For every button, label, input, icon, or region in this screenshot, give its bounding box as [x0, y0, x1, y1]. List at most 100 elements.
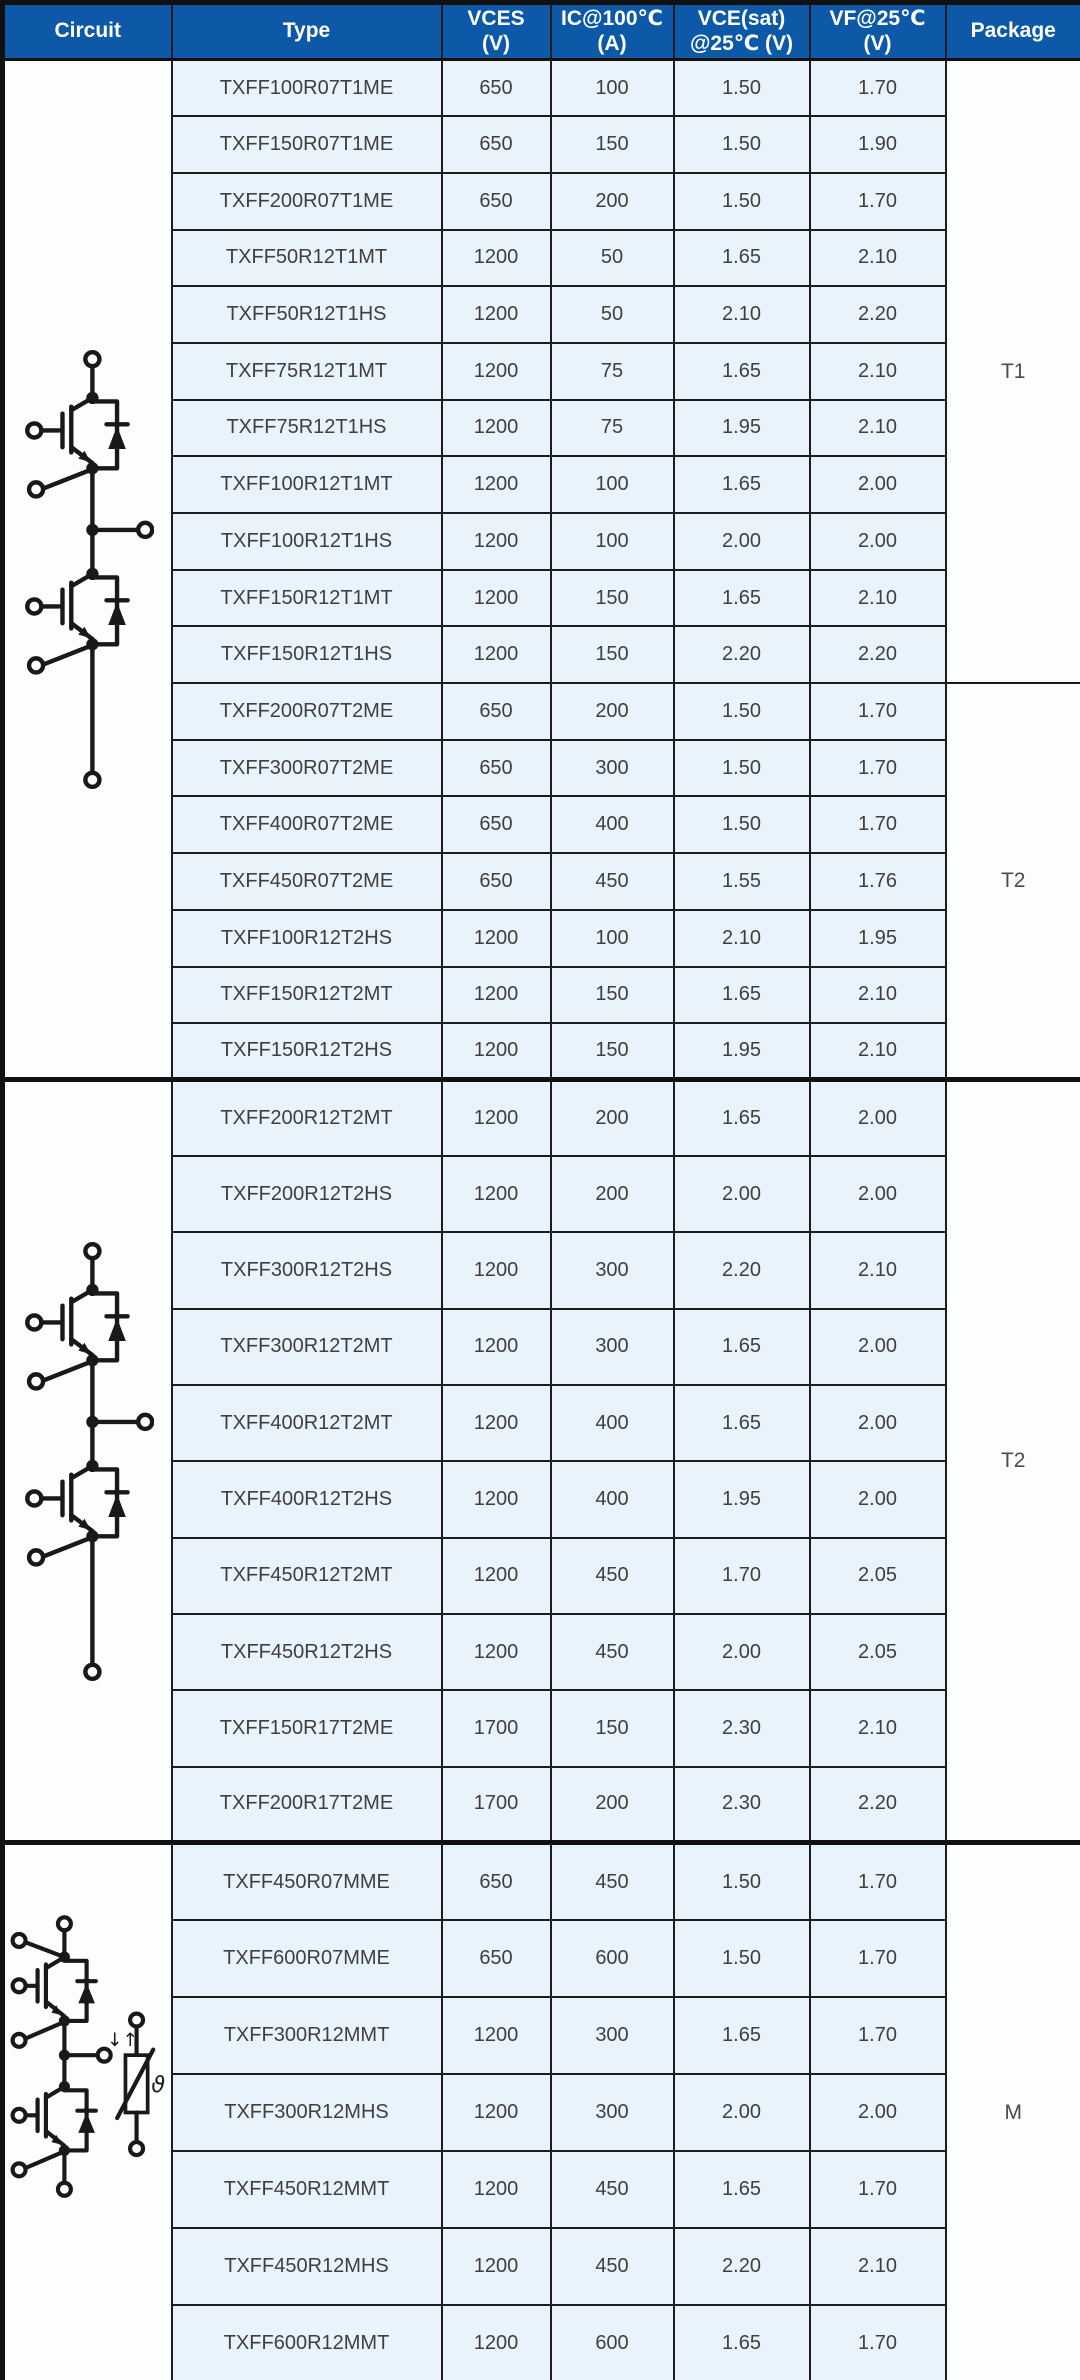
vf-cell: 2.10 — [808, 1231, 947, 1310]
vf-cell: 2.00 — [808, 512, 947, 571]
vces-cell: 1200 — [440, 341, 552, 401]
table-row: TXFF100R12T1HS 1200 100 2.00 2.00 — [3, 512, 1080, 571]
vf-cell: 2.20 — [808, 625, 947, 685]
type-cell: TXFF50R12T1HS — [170, 285, 443, 344]
ic-cell: 75 — [549, 398, 675, 458]
table-row: TXFF150R12T2HS 1200 150 1.95 2.10 — [3, 1022, 1080, 1081]
table-block-1: TXFF100R07T1ME 650 100 1.50 1.70 T1 TXFF150R07… — [1, 58, 1080, 1081]
vf-cell: 1.70 — [808, 1996, 947, 2076]
vce-sat-cell: 1.95 — [672, 1022, 811, 1081]
vf-cell: 2.00 — [808, 1384, 947, 1463]
vf-cell: 2.00 — [808, 1155, 947, 1234]
vces-cell: 650 — [440, 1918, 552, 1999]
table-row: TXFF50R12T1HS 1200 50 2.10 2.20 — [3, 285, 1080, 344]
type-cell: TXFF300R12T2HS — [170, 1231, 443, 1310]
vce-sat-cell: 2.10 — [672, 285, 811, 344]
vce-sat-cell: 1.50 — [672, 115, 811, 174]
table-row: ↓↑ ϑ TXFF450R07MME 650 450 1.50 1.70 M — [1, 1840, 1080, 2380]
table-row: TXFF450R12T2MT 1200 450 1.70 2.05 — [3, 1536, 1080, 1615]
vf-cell: 2.10 — [808, 965, 947, 1025]
vces-cell: 1200 — [440, 2304, 552, 2380]
package-cell: T2 — [944, 1077, 1080, 1844]
vces-cell: 1200 — [440, 2227, 552, 2307]
table-row: TXFF75R12T1HS 1200 75 1.95 2.10 — [3, 398, 1080, 458]
vce-sat-cell: 2.20 — [672, 625, 811, 685]
ic-cell: 150 — [549, 568, 675, 628]
ic-cell: 50 — [549, 285, 675, 344]
ic-cell: 150 — [549, 1022, 675, 1081]
vf-cell: 1.70 — [808, 738, 947, 798]
table-header: Circuit Type VCES (V) IC@100℃ (A) VCE(sa… — [1, 1, 1080, 61]
table-row: TXFF400R12T2HS 1200 400 1.95 2.00 — [3, 1460, 1080, 1539]
ic-cell: 400 — [549, 795, 675, 855]
ic-cell: 300 — [549, 2073, 675, 2153]
vce-sat-cell: 1.50 — [672, 795, 811, 855]
svg-text:ϑ: ϑ — [151, 2072, 165, 2098]
vce-sat-cell: 1.65 — [672, 1384, 811, 1463]
ic-cell: 200 — [549, 682, 675, 741]
vces-cell: 650 — [440, 795, 552, 855]
vce-sat-cell: 2.00 — [672, 512, 811, 571]
type-cell: TXFF450R07MME — [170, 1840, 443, 1921]
table-row: TXFF50R12T1MT 1200 50 1.65 2.10 — [3, 228, 1080, 288]
vces-cell: 1200 — [440, 1612, 552, 1692]
type-cell: TXFF400R07T2ME — [170, 795, 443, 855]
vces-cell: 1200 — [440, 1460, 552, 1539]
vf-cell: 2.10 — [808, 341, 947, 401]
type-cell: TXFF75R12T1HS — [170, 398, 443, 458]
ic-cell: 450 — [549, 1840, 675, 1921]
circuit-cell — [1, 1077, 173, 1844]
type-cell: TXFF150R12T1HS — [170, 625, 443, 685]
vce-sat-cell: 1.65 — [672, 455, 811, 514]
vce-sat-cell: 1.65 — [672, 2304, 811, 2380]
ic-cell: 200 — [549, 1765, 675, 1844]
circuit-cell: ↓↑ ϑ — [1, 1840, 173, 2380]
vces-cell: 1200 — [440, 1996, 552, 2076]
vce-sat-cell: 2.00 — [672, 2073, 811, 2153]
vce-sat-cell: 2.00 — [672, 1612, 811, 1692]
vce-sat-cell: 1.65 — [672, 1307, 811, 1387]
ic-cell: 300 — [549, 1996, 675, 2076]
type-cell: TXFF200R12T2MT — [170, 1077, 443, 1158]
vces-cell: 1200 — [440, 1231, 552, 1310]
type-cell: TXFF150R17T2ME — [170, 1689, 443, 1768]
vf-cell: 2.10 — [808, 2227, 947, 2307]
vce-sat-cell: 2.20 — [672, 1231, 811, 1310]
vces-cell: 650 — [440, 738, 552, 798]
ic-cell: 100 — [549, 455, 675, 514]
type-cell: TXFF400R12T2HS — [170, 1460, 443, 1539]
vces-cell: 1200 — [440, 285, 552, 344]
type-cell: TXFF150R12T2MT — [170, 965, 443, 1025]
package-cell: T1 — [944, 58, 1080, 685]
type-cell: TXFF300R07T2ME — [170, 738, 443, 798]
vf-cell: 1.70 — [808, 58, 947, 118]
ic-cell: 300 — [549, 738, 675, 798]
type-cell: TXFF300R12MHS — [170, 2073, 443, 2153]
type-cell: TXFF600R07MME — [170, 1918, 443, 1999]
vce-sat-cell: 1.50 — [672, 738, 811, 798]
table-block-2: TXFF200R12T2MT 1200 200 1.65 2.00 T2 TXFF200R1… — [1, 1077, 1080, 1844]
vce-sat-cell: 2.30 — [672, 1689, 811, 1768]
ic-cell: 100 — [549, 58, 675, 118]
vce-sat-cell: 1.70 — [672, 1536, 811, 1615]
vf-cell: 2.10 — [808, 228, 947, 288]
vf-cell: 2.00 — [808, 455, 947, 514]
type-cell: TXFF200R12T2HS — [170, 1155, 443, 1234]
ic-cell: 300 — [549, 1307, 675, 1387]
vce-sat-cell: 1.55 — [672, 852, 811, 911]
type-cell: TXFF150R12T1MT — [170, 568, 443, 628]
vce-sat-cell: 1.65 — [672, 1077, 811, 1158]
table-row: TXFF100R12T2HS 1200 100 2.10 1.95 — [3, 908, 1080, 968]
vf-cell: 2.00 — [808, 1077, 947, 1158]
vce-sat-cell: 1.50 — [672, 1918, 811, 1999]
vces-cell: 1200 — [440, 965, 552, 1025]
type-cell: TXFF600R12MMT — [170, 2304, 443, 2380]
table-row: TXFF300R12T2MT 1200 300 1.65 2.00 — [3, 1307, 1080, 1387]
table-row: TXFF450R12MHS 1200 450 2.20 2.10 — [3, 2227, 1080, 2307]
col-header-package: Package — [944, 1, 1080, 61]
vce-sat-cell: 2.20 — [672, 2227, 811, 2307]
ic-cell: 450 — [549, 1612, 675, 1692]
vce-sat-cell: 1.65 — [672, 965, 811, 1025]
